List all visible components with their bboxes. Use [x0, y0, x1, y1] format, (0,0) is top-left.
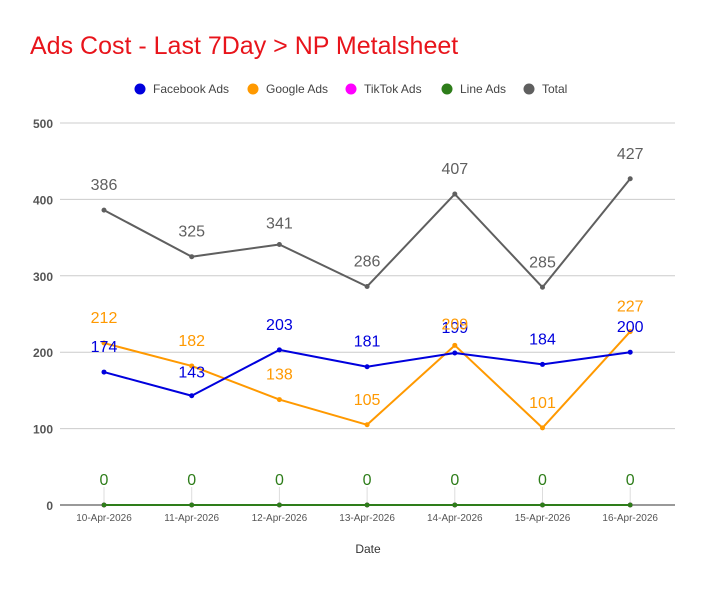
data-label: 0 — [100, 472, 109, 489]
data-label: 227 — [617, 299, 644, 316]
legend-marker — [441, 83, 453, 95]
data-point — [189, 254, 195, 260]
data-label: 143 — [178, 365, 205, 382]
data-label: 0 — [275, 472, 284, 489]
legend-label: Total — [542, 82, 567, 96]
data-point — [540, 361, 545, 367]
data-label: 184 — [529, 331, 556, 348]
x-tick-label: 13-Apr-2026 — [339, 513, 395, 524]
data-label: 386 — [91, 177, 118, 194]
data-labels: 174 143 203 181 199 184 200 212 182 138 105 209 101 2… — [91, 146, 644, 489]
data-point — [276, 397, 282, 403]
legend-label: Google Ads — [266, 82, 328, 96]
data-label: 199 — [441, 320, 468, 337]
data-point — [452, 502, 458, 508]
data-point — [364, 502, 370, 508]
data-point — [101, 207, 107, 213]
x-tick-label: 15-Apr-2026 — [515, 513, 571, 524]
legend-item[interactable]: Facebook Ads — [134, 82, 230, 96]
y-tick-label: 200 — [33, 346, 53, 360]
data-point — [627, 502, 633, 508]
data-point — [276, 502, 282, 508]
data-label: 200 — [617, 319, 644, 336]
data-label: 325 — [178, 224, 205, 241]
data-point — [540, 284, 545, 290]
data-label: 212 — [91, 310, 118, 327]
x-tick-label: 14-Apr-2026 — [427, 513, 483, 524]
data-label: 0 — [187, 472, 196, 489]
data-label: 105 — [354, 392, 381, 409]
legend-item[interactable]: Line Ads — [441, 82, 507, 96]
legend-marker — [247, 83, 259, 95]
y-tick-label: 300 — [33, 270, 53, 284]
data-point — [452, 191, 458, 197]
legend-item[interactable]: TikTok Ads — [345, 82, 422, 96]
data-point — [540, 425, 545, 431]
x-axis-title: Date — [355, 542, 381, 556]
data-point — [276, 241, 282, 247]
data-label: 174 — [91, 339, 118, 356]
data-point — [101, 369, 107, 375]
data-point — [364, 422, 370, 428]
y-axis: 0 100 200 300 400 500 — [33, 117, 53, 513]
legend: Facebook Ads Google Ads TikTok Ads Line Ads… — [134, 82, 568, 96]
data-label: 0 — [538, 472, 547, 489]
data-point — [627, 176, 633, 182]
y-tick-label: 100 — [33, 423, 53, 437]
data-point — [452, 350, 458, 356]
data-point — [101, 502, 107, 508]
data-label: 286 — [354, 253, 381, 270]
data-label: 181 — [354, 334, 381, 351]
legend-label: TikTok Ads — [364, 82, 422, 96]
legend-marker — [134, 83, 146, 95]
data-label: 209 — [441, 316, 468, 333]
data-point — [627, 329, 633, 335]
x-tick-label: 12-Apr-2026 — [252, 513, 308, 524]
data-label: 407 — [441, 161, 468, 178]
data-point — [101, 340, 107, 346]
x-tick-label: 11-Apr-2026 — [164, 513, 219, 524]
x-tick-label: 16-Apr-2026 — [602, 513, 658, 524]
legend-item[interactable]: Google Ads — [247, 82, 329, 96]
data-label: 182 — [178, 333, 205, 350]
series-lines — [101, 176, 633, 508]
data-label: 0 — [363, 472, 372, 489]
data-point — [276, 347, 282, 353]
y-tick-label: 500 — [33, 117, 53, 131]
data-label: 203 — [266, 317, 293, 334]
data-point — [189, 393, 195, 399]
data-point — [627, 349, 633, 355]
y-tick-label: 400 — [33, 193, 53, 207]
data-label: 101 — [529, 395, 556, 412]
data-point — [364, 364, 370, 370]
grid-lines — [60, 122, 675, 505]
data-point — [452, 342, 458, 348]
data-label: 341 — [266, 215, 293, 232]
data-point — [540, 502, 545, 508]
data-label: 427 — [617, 146, 644, 163]
chart-title: Ads Cost - Last 7Day > NP Metalsheet — [30, 32, 458, 60]
x-axis: 10-Apr-2026 11-Apr-2026 12-Apr-2026 13-Apr-… — [60, 504, 675, 524]
data-label: 285 — [529, 254, 556, 271]
legend-label: Facebook Ads — [153, 82, 229, 96]
x-tick-label: 10-Apr-2026 — [76, 513, 132, 524]
y-tick-label: 0 — [46, 499, 53, 513]
data-label: 0 — [626, 472, 635, 489]
data-point — [189, 502, 195, 508]
data-label: 138 — [266, 367, 293, 384]
data-label: 0 — [450, 472, 459, 489]
legend-label: Line Ads — [460, 82, 506, 96]
data-point — [364, 283, 370, 289]
data-point — [189, 363, 195, 369]
legend-item[interactable]: Total — [523, 82, 568, 96]
legend-marker — [523, 83, 535, 95]
legend-marker — [345, 83, 357, 95]
